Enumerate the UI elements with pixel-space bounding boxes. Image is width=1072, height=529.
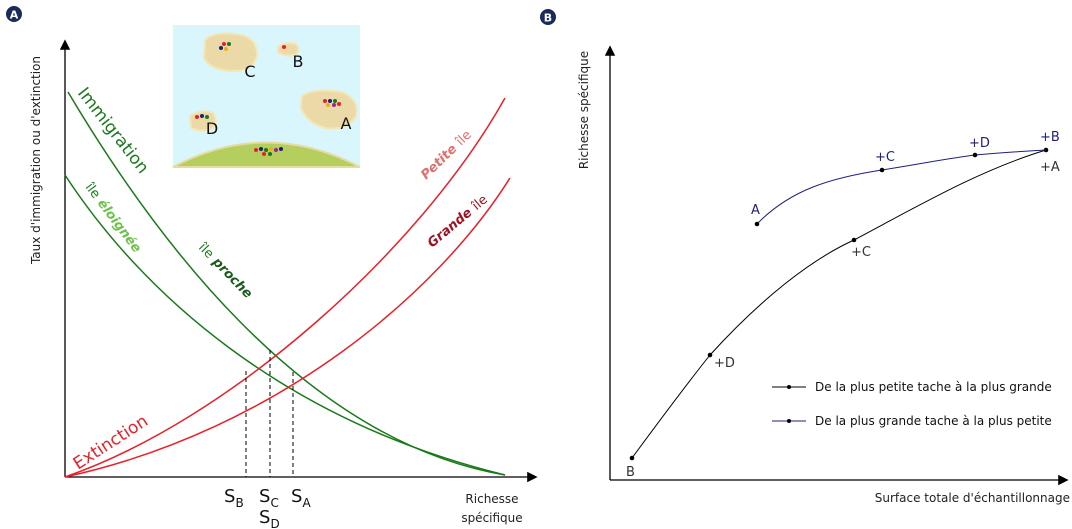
panel-a-y-axis-label: Taux d'immigration ou d'extinction [29,56,43,265]
ile-proche-prefix: île [194,240,216,262]
island-label-d: D [206,119,218,138]
svg-text:îleéloignée: îleéloignée [81,180,144,256]
blue-point-d [972,152,978,158]
species-dots [195,42,341,156]
island-c [202,32,259,73]
panel-b: B Richesse spécifique Surface totale d'é… [540,9,1070,505]
island-inset: C B A D [172,25,361,168]
island-label-a: A [341,114,352,133]
s-b-label: SB [224,486,244,510]
svg-text:Petiteîle: Petiteîle [418,128,474,183]
mainland [172,141,361,168]
blue-point-c [879,167,885,173]
petite-ile-word: Petite [418,142,460,183]
island-label-b: B [293,52,304,71]
ile-proche-word: proche [208,254,255,302]
black-point-b [629,455,635,461]
ile-proche-label: îleproche [194,240,255,302]
legend-label-small-to-large: De la plus petite tache à la plus grande [815,380,1052,394]
island-a [299,89,358,130]
svg-text:Grandeîle: Grandeîle [425,192,491,251]
panel-a: A Taux d'immigration ou d'extinction Ric… [6,6,538,529]
svg-text:îleproche: îleproche [194,240,255,302]
s-a-label: SA [291,486,311,510]
panel-a-badge [6,6,22,22]
blue-label-c: +C [875,150,895,165]
blue-label-d: +D [969,136,990,151]
panel-a-badge-letter: A [10,9,19,22]
ile-eloignee-prefix: île [81,180,103,202]
blue-point-a [754,221,760,227]
black-point-d [707,352,713,358]
curve-large-to-small [756,149,1047,225]
blue-label-a: A [751,203,760,218]
panel-b-badge [540,9,556,25]
panel-b-y-axis-label: Richesse spécifique [577,51,591,169]
legend-label-large-to-small: De la plus grande tache à la plus petite [815,414,1052,428]
black-label-d: +D [714,356,735,371]
black-point-c [851,237,857,243]
blue-label-b: +B [1040,130,1060,145]
s-c-label: SC [259,486,279,510]
extinction-curve-large [64,177,511,478]
grande-ile-word: Grande [425,205,476,251]
panel-b-x-axis-label: Surface totale d'échantillonnage [875,491,1070,505]
s-d-label: SD [259,507,280,529]
immigration-curve-far [64,174,506,476]
legend: De la plus petite tache à la plus grande… [772,380,1052,428]
ile-eloignee-label: îleéloignée [81,180,144,256]
panel-a-x-axis-label-line2: spécifique [461,511,522,525]
panel-a-x-axis-label-line1: Richesse [465,492,518,506]
extinction-curve-small [64,97,506,478]
petite-ile-suffix: île [453,128,475,150]
island-label-c: C [244,62,255,81]
black-label-a: +A [1040,160,1060,175]
grande-ile-label: Grandeîle [425,192,491,251]
petite-ile-label: Petiteîle [418,128,474,183]
black-label-c: +C [851,245,871,260]
panel-b-badge-letter: B [544,12,552,25]
black-label-b: B [626,465,635,480]
curve-small-to-large [631,149,1047,459]
